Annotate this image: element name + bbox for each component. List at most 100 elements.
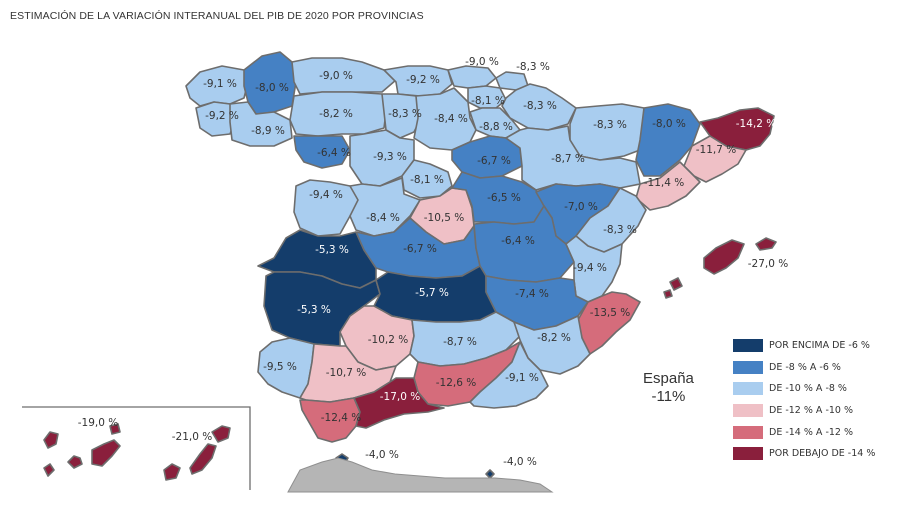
label-lleida: -8,0 % bbox=[652, 118, 686, 130]
province-cadiz bbox=[299, 397, 361, 443]
label-segovia: -8,1 % bbox=[410, 174, 444, 186]
province-cantabria bbox=[383, 65, 453, 97]
label-pontevedra: -9,2 % bbox=[205, 110, 239, 122]
province-las-palmas bbox=[211, 425, 231, 443]
label-bizkaia: -9,0 % bbox=[465, 56, 499, 68]
province-avila bbox=[349, 177, 421, 237]
map-decorations bbox=[22, 406, 554, 493]
label-zaragoza: -8,7 % bbox=[551, 153, 585, 165]
label-las-palmas: -21,0 % bbox=[172, 431, 213, 443]
province-araba-alava bbox=[467, 85, 507, 109]
province-leon bbox=[289, 91, 387, 137]
legend-swatch bbox=[733, 360, 763, 374]
province-bizkaia bbox=[447, 65, 497, 89]
label-cadiz: -12,4 % bbox=[321, 412, 362, 424]
province-lleida bbox=[635, 103, 701, 177]
label-almeria: -9,1 % bbox=[505, 372, 539, 384]
legend-item: POR DEBAJO DE -14 % bbox=[733, 443, 875, 465]
legend-label: DE -12 % A -10 % bbox=[769, 405, 854, 417]
north-africa-coast bbox=[287, 457, 554, 493]
label-ciudad-real: -5,7 % bbox=[415, 287, 449, 299]
province-ourense bbox=[229, 101, 293, 147]
legend-label: POR DEBAJO DE -14 % bbox=[769, 448, 876, 460]
province-melilla bbox=[485, 469, 495, 479]
province-santa-cruz-de-tenerife bbox=[67, 455, 83, 469]
national-value-box: España -11% bbox=[643, 370, 694, 406]
label-soria: -6,7 % bbox=[477, 155, 511, 167]
label-valladolid: -9,3 % bbox=[373, 151, 407, 163]
province-a-coruna bbox=[185, 65, 249, 107]
legend: POR ENCIMA DE -6 % DE -8 % A -6 % DE -10… bbox=[733, 335, 875, 465]
province-burgos bbox=[413, 87, 477, 151]
province-navarra bbox=[501, 83, 577, 131]
label-leon: -8,2 % bbox=[319, 108, 353, 120]
province-zaragoza bbox=[505, 125, 641, 191]
label-badajoz: -5,3 % bbox=[297, 304, 331, 316]
label-navarra: -8,3 % bbox=[523, 100, 557, 112]
legend-swatch bbox=[733, 339, 763, 353]
province-palencia bbox=[381, 93, 423, 139]
label-caceres: -5,3 % bbox=[315, 244, 349, 256]
province-santa-cruz-de-tenerife bbox=[43, 463, 55, 477]
label-castellon: -8,3 % bbox=[603, 224, 637, 236]
province-shapes bbox=[43, 51, 777, 481]
national-name: España bbox=[643, 370, 694, 387]
label-murcia: -8,2 % bbox=[537, 332, 571, 344]
label-guadalajara: -6,5 % bbox=[487, 192, 521, 204]
label-zamora: -6,4 % bbox=[317, 147, 351, 159]
province-las-palmas bbox=[163, 463, 181, 481]
label-ourense: -8,9 % bbox=[251, 125, 285, 137]
legend-label: DE -14 % A -12 % bbox=[769, 426, 854, 438]
legend-item: DE -10 % A -8 % bbox=[733, 378, 875, 400]
province-illes-balears bbox=[755, 237, 777, 251]
label-cuenca: -6,4 % bbox=[501, 235, 535, 247]
label-araba-alava: -8,1 % bbox=[471, 95, 505, 107]
label-valencia: -9,4 % bbox=[573, 262, 607, 274]
label-barcelona: -11,7 % bbox=[696, 144, 737, 156]
legend-label: POR ENCIMA DE -6 % bbox=[769, 340, 870, 352]
label-melilla: -4,0 % bbox=[503, 456, 537, 468]
province-illes-balears bbox=[669, 277, 683, 291]
province-illes-balears bbox=[703, 239, 745, 275]
canary-inset-frame bbox=[22, 406, 251, 490]
province-illes-balears bbox=[663, 289, 673, 299]
label-cordoba: -10,2 % bbox=[368, 334, 409, 346]
label-albacete: -7,4 % bbox=[515, 288, 549, 300]
label-toledo: -6,7 % bbox=[403, 243, 437, 255]
label-alicante: -13,5 % bbox=[590, 307, 631, 319]
label-ceuta: -4,0 % bbox=[365, 449, 399, 461]
national-value: -11% bbox=[651, 388, 686, 405]
label-salamanca: -9,4 % bbox=[309, 189, 343, 201]
map-title: ESTIMACIÓN DE LA VARIACIÓN INTERANUAL DE… bbox=[10, 10, 424, 22]
legend-item: DE -14 % A -12 % bbox=[733, 421, 875, 443]
label-santa-cruz-de-tenerife: -19,0 % bbox=[78, 417, 119, 429]
legend-swatch bbox=[733, 425, 763, 439]
province-labels: -9,1 % -8,0 % -9,2 % -8,9 % -9,0 % -9,2 % -9,0… bbox=[78, 56, 789, 468]
province-malaga bbox=[353, 377, 445, 429]
province-huesca bbox=[569, 103, 649, 161]
label-asturias: -9,0 % bbox=[319, 70, 353, 82]
label-la-rioja: -8,8 % bbox=[479, 121, 513, 133]
label-sevilla: -10,7 % bbox=[326, 367, 367, 379]
province-santa-cruz-de-tenerife bbox=[91, 439, 121, 467]
label-tarragona: -11,4 % bbox=[644, 177, 685, 189]
legend-item: POR ENCIMA DE -6 % bbox=[733, 335, 875, 357]
label-burgos: -8,4 % bbox=[434, 113, 468, 125]
label-jaen: -8,7 % bbox=[443, 336, 477, 348]
label-gipuzkoa: -8,3 % bbox=[516, 61, 550, 73]
label-a-coruna: -9,1 % bbox=[203, 78, 237, 90]
label-girona: -14,2 % bbox=[736, 118, 777, 130]
province-santa-cruz-de-tenerife bbox=[109, 423, 121, 435]
province-zamora bbox=[293, 135, 351, 169]
legend-label: DE -10 % A -8 % bbox=[769, 383, 847, 395]
legend-swatch bbox=[733, 447, 763, 461]
label-granada: -12,6 % bbox=[436, 377, 477, 389]
label-palencia: -8,3 % bbox=[388, 108, 422, 120]
legend-swatch bbox=[733, 404, 763, 418]
label-huesca: -8,3 % bbox=[593, 119, 627, 131]
legend-item: DE -8 % A -6 % bbox=[733, 357, 875, 379]
label-malaga: -17,0 % bbox=[380, 391, 421, 403]
label-madrid: -10,5 % bbox=[424, 212, 465, 224]
province-asturias bbox=[291, 57, 397, 95]
